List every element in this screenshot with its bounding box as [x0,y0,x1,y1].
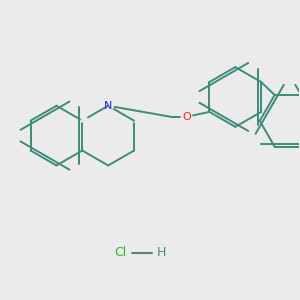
Text: Cl: Cl [114,246,127,259]
Text: N: N [104,101,112,111]
Text: H: H [157,246,167,259]
Text: O: O [182,112,191,122]
